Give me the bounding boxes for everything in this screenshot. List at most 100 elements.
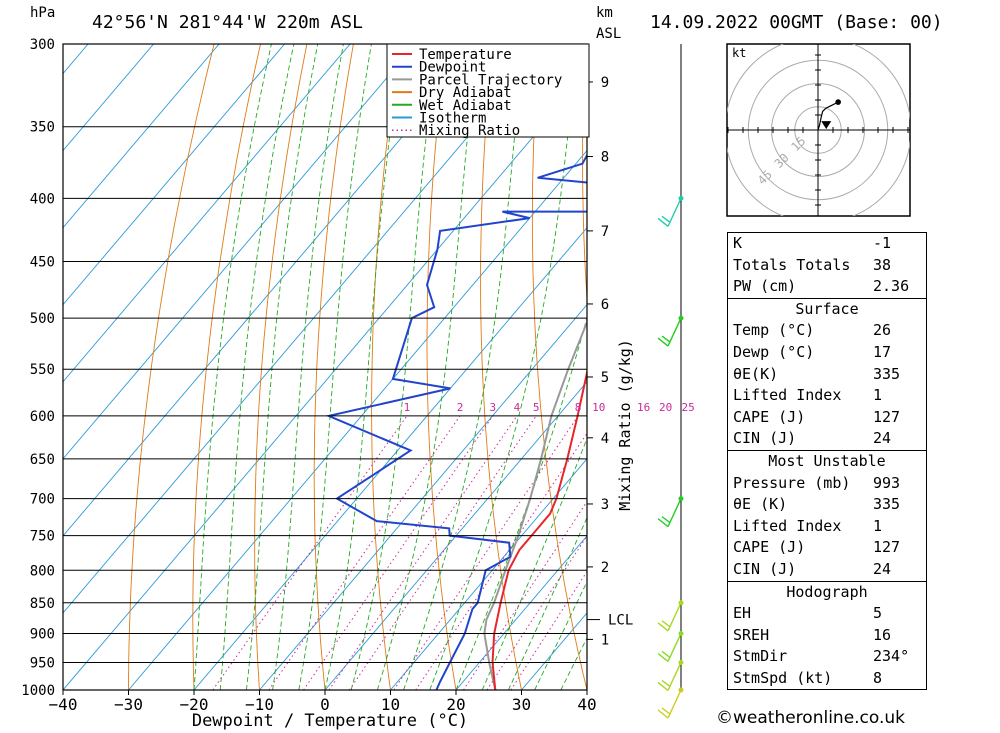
hodograph-trace xyxy=(817,101,839,131)
pressure-tick-label: 500 xyxy=(30,311,55,327)
surface-index-label: θE(K) xyxy=(733,364,779,383)
wind-barb xyxy=(657,195,684,227)
mu-index-label: CIN (J) xyxy=(733,559,797,578)
isotherm-line xyxy=(324,381,587,690)
mu-index-label: Pressure (mb) xyxy=(733,473,851,492)
isotherm-line xyxy=(63,44,220,229)
isotherm-line xyxy=(128,149,587,690)
indices-panel: K -1 Totals Totals 38 PW (cm) 2.36 Surface Te… xyxy=(727,232,927,691)
wet-adiabat-line xyxy=(245,44,319,690)
wet-adiabat-line xyxy=(298,44,372,690)
dry-adiabat-line xyxy=(957,44,1000,690)
mu-index-value: 335 xyxy=(873,495,901,514)
mixing-ratio-label: 16 xyxy=(637,401,650,414)
mu-index-row: CIN (J) 24 xyxy=(728,559,926,581)
parcel-trajectory-line xyxy=(483,319,587,690)
surface-index-row: Dewp (°C) 17 xyxy=(728,342,926,364)
x-tick-label: 0 xyxy=(320,695,330,714)
height-unit-asl: ASL xyxy=(596,26,622,42)
dry-adiabat-line xyxy=(531,44,587,690)
footer-credit[interactable]: ©weatheronline.co.uk xyxy=(716,708,905,728)
mu-index-label: Lifted Index xyxy=(733,516,842,535)
pressure-tick-label: 350 xyxy=(30,120,55,136)
hodo-index-label: SREH xyxy=(733,625,770,644)
footer-site: weatheronline.co.uk xyxy=(733,708,906,728)
hodo-index-row: EH 5 xyxy=(728,603,926,625)
height-tick-label: 3 xyxy=(601,497,609,513)
wind-barb xyxy=(657,496,684,528)
mu-index-label: θE (K) xyxy=(733,495,788,514)
surface-index-label: Lifted Index xyxy=(733,386,842,405)
wet-adiabat-line xyxy=(507,516,587,690)
hodo-index-label: StmDir xyxy=(733,647,788,666)
surface-title: Surface xyxy=(795,299,859,318)
mixing-ratio-label: 8 xyxy=(575,401,582,414)
isotherm-line xyxy=(259,304,587,690)
mixing-ratio-line xyxy=(268,415,461,690)
legend-label: Mixing Ratio xyxy=(419,123,520,139)
mixing-ratio-line xyxy=(212,415,408,690)
general-index-label: K xyxy=(733,234,743,252)
dry-adiabat-line xyxy=(480,44,522,690)
surface-index-value: 24 xyxy=(873,429,892,448)
pressure-tick-label: 300 xyxy=(30,37,55,53)
mixing-ratio-line xyxy=(348,415,537,690)
height-tick-label: 8 xyxy=(601,150,609,166)
surface-index-label: CIN (J) xyxy=(733,429,797,448)
surface-index-label: CAPE (J) xyxy=(733,407,806,426)
legend-label: Dry Adiabat xyxy=(419,85,512,101)
hodo-index-row: StmDir 234° xyxy=(728,646,926,668)
pressure-tick-label: 450 xyxy=(30,255,55,271)
mixing-ratio-line xyxy=(415,432,587,690)
general-index-value: 38 xyxy=(873,255,892,274)
mu-index-row: Lifted Index 1 xyxy=(728,516,926,538)
copyright-symbol: © xyxy=(716,708,733,728)
hodo-index-value: 16 xyxy=(873,625,892,644)
dry-adiabat-line xyxy=(582,44,587,306)
wet-adiabat-line xyxy=(193,44,272,690)
hodo-index-value: 5 xyxy=(873,604,883,623)
wet-adiabat-line xyxy=(403,44,525,690)
hodo-index-label: StmSpd (kt) xyxy=(733,668,833,687)
most-unstable-title: Most Unstable xyxy=(768,451,886,470)
dry-adiabat-line xyxy=(631,44,718,690)
pressure-tick-label: 850 xyxy=(30,596,55,612)
wind-barb xyxy=(657,659,684,692)
surface-index-row: θE(K) 335 xyxy=(728,364,926,386)
x-tick-label: 40 xyxy=(577,695,596,714)
surface-index-row: CAPE (J) 127 xyxy=(728,407,926,429)
mixing-ratio-line xyxy=(510,570,587,690)
height-tick-label: 6 xyxy=(601,297,609,313)
dry-adiabat-line xyxy=(192,44,261,690)
legend-label: Temperature xyxy=(419,47,512,63)
wind-barb xyxy=(657,315,684,347)
general-index-label: Totals Totals xyxy=(733,255,851,274)
hodo-index-row: StmSpd (kt) 8 xyxy=(728,668,926,690)
mu-index-row: CAPE (J) 127 xyxy=(728,537,926,559)
mixing-ratio-line xyxy=(303,415,494,690)
hodo-index-row: SREH 16 xyxy=(728,625,926,647)
legend-label: Wet Adiabat xyxy=(419,98,512,114)
x-tick-label: −30 xyxy=(114,695,143,714)
mixing-ratio-label: 10 xyxy=(592,401,605,414)
general-index-value: 2.36 xyxy=(873,277,910,296)
mu-index-label: CAPE (J) xyxy=(733,538,806,557)
general-index-row: PW (cm) 2.36 xyxy=(728,276,926,298)
pressure-tick-label: 1000 xyxy=(21,683,55,699)
hodo-index-value: 8 xyxy=(873,668,883,687)
x-tick-label: −10 xyxy=(245,695,274,714)
mixing-ratio-label: 1 xyxy=(404,401,411,414)
surface-index-label: Dewp (°C) xyxy=(733,342,815,361)
wind-barb xyxy=(657,600,684,632)
pressure-tick-label: 750 xyxy=(30,529,55,545)
pressure-unit-label: hPa xyxy=(30,5,56,21)
wet-adiabat-line xyxy=(481,437,587,690)
isotherm-line xyxy=(0,44,23,690)
hodograph-unit-label: kt xyxy=(732,46,746,60)
legend-label: Isotherm xyxy=(419,111,486,127)
mu-index-value: 127 xyxy=(873,538,901,557)
isotherm-line xyxy=(63,44,351,383)
general-index-label: PW (cm) xyxy=(733,277,797,296)
